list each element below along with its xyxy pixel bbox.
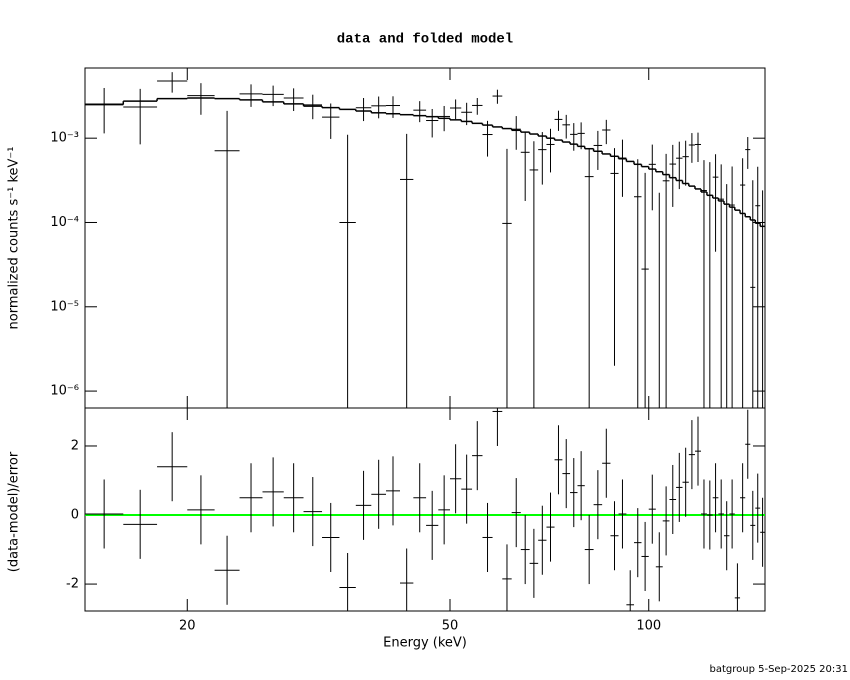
plot-area xyxy=(85,408,765,611)
x-tick-label: 50 xyxy=(442,619,459,634)
chart-title: data and folded model xyxy=(337,32,513,48)
x-axis-label: Energy (keV) xyxy=(383,636,467,651)
y-tick-label: 10⁻⁶ xyxy=(50,384,79,399)
x-tick-label: 20 xyxy=(179,619,196,634)
plot-area xyxy=(85,72,765,408)
plot-frame xyxy=(84,67,766,409)
y-axis-label: normalized counts s⁻¹ keV⁻¹ xyxy=(7,147,22,330)
y-tick-label: 2 xyxy=(71,438,79,453)
y-tick-label: 10⁻⁴ xyxy=(50,215,79,230)
y-axis-label: (data-model)/error xyxy=(7,451,22,572)
y-tick-label: 0 xyxy=(71,508,79,523)
y-tick-label: 10⁻³ xyxy=(50,131,79,146)
y-tick-label: 10⁻⁵ xyxy=(50,299,79,314)
plot-frame xyxy=(84,407,766,612)
y-tick-label: -2 xyxy=(66,577,79,592)
x-tick-label: 100 xyxy=(636,619,661,634)
footer: batgroup 5-Sep-2025 20:31 xyxy=(710,664,849,675)
